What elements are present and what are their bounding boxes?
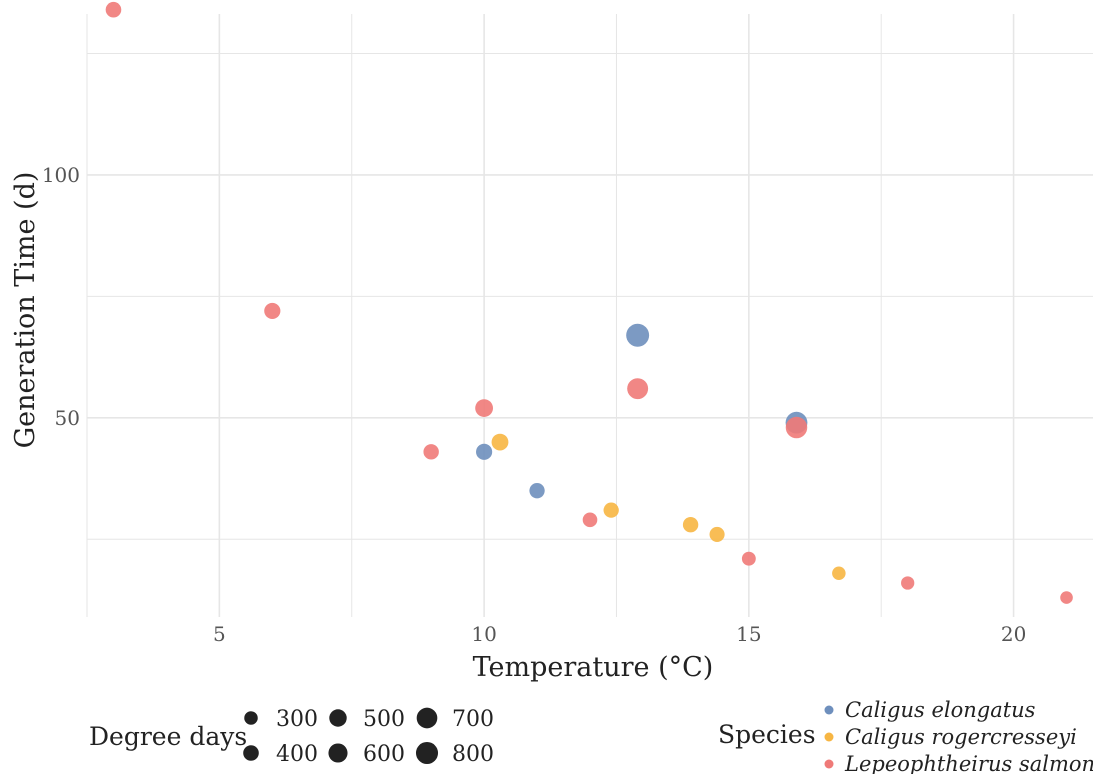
x-axis-ticks: 5 10 15 20 bbox=[213, 622, 1026, 646]
species-legend-key bbox=[824, 759, 834, 769]
size-legend-key bbox=[243, 745, 259, 761]
data-point bbox=[105, 1, 122, 18]
data-point bbox=[476, 443, 493, 460]
size-legend-label: 600 bbox=[363, 742, 405, 767]
x-tick-label: 20 bbox=[1001, 622, 1026, 646]
x-tick-label: 15 bbox=[736, 622, 761, 646]
data-point bbox=[529, 483, 545, 499]
data-point bbox=[709, 526, 725, 542]
size-legend-key bbox=[416, 707, 438, 729]
species-legend-title: Species bbox=[718, 720, 816, 749]
size-legend-label: 500 bbox=[363, 707, 405, 732]
data-point bbox=[491, 433, 509, 451]
data-point bbox=[832, 566, 846, 581]
data-point bbox=[582, 512, 598, 528]
species-legend-label: Lepeophtheirus salmonis bbox=[844, 752, 1093, 774]
size-legend-key bbox=[329, 709, 347, 727]
data-point bbox=[627, 378, 649, 400]
size-legend-key bbox=[328, 743, 348, 763]
data-point bbox=[603, 502, 619, 518]
y-axis-label: Generation Time (d) bbox=[10, 172, 41, 449]
species-legend-label: Caligus rogercresseyi bbox=[845, 725, 1077, 749]
x-tick-label: 5 bbox=[213, 622, 226, 646]
species-legend-key bbox=[824, 732, 834, 742]
data-point bbox=[1060, 591, 1073, 604]
data-point bbox=[475, 399, 493, 417]
size-legend-title: Degree days bbox=[89, 722, 247, 751]
size-legend-key bbox=[244, 711, 258, 725]
data-point bbox=[423, 444, 439, 460]
size-legend-label: 800 bbox=[452, 742, 494, 767]
data-point bbox=[626, 323, 650, 347]
data-point bbox=[741, 551, 756, 566]
data-point bbox=[682, 516, 699, 533]
data-point bbox=[264, 302, 281, 320]
size-legend-label: 300 bbox=[276, 707, 318, 732]
data-point bbox=[901, 576, 915, 590]
x-axis-label: Temperature (°C) bbox=[473, 652, 714, 683]
y-tick-label: 100 bbox=[42, 163, 80, 187]
size-legend-label: 400 bbox=[276, 742, 318, 767]
species-legend-label: Caligus elongatus bbox=[845, 698, 1036, 722]
data-point bbox=[785, 416, 808, 439]
size-legend: Degree days 300 400 500 600 700 800 bbox=[89, 707, 494, 767]
size-legend-key bbox=[415, 741, 439, 765]
size-legend-label: 700 bbox=[452, 707, 494, 732]
x-tick-label: 10 bbox=[471, 622, 496, 646]
species-legend-key bbox=[824, 705, 834, 715]
y-axis-ticks: 50 100 bbox=[42, 163, 80, 430]
data-points bbox=[105, 1, 1073, 604]
species-legend: Species Caligus elongatus Caligus rogercr… bbox=[718, 698, 1093, 774]
grid bbox=[86, 14, 1093, 617]
y-tick-label: 50 bbox=[55, 406, 80, 430]
